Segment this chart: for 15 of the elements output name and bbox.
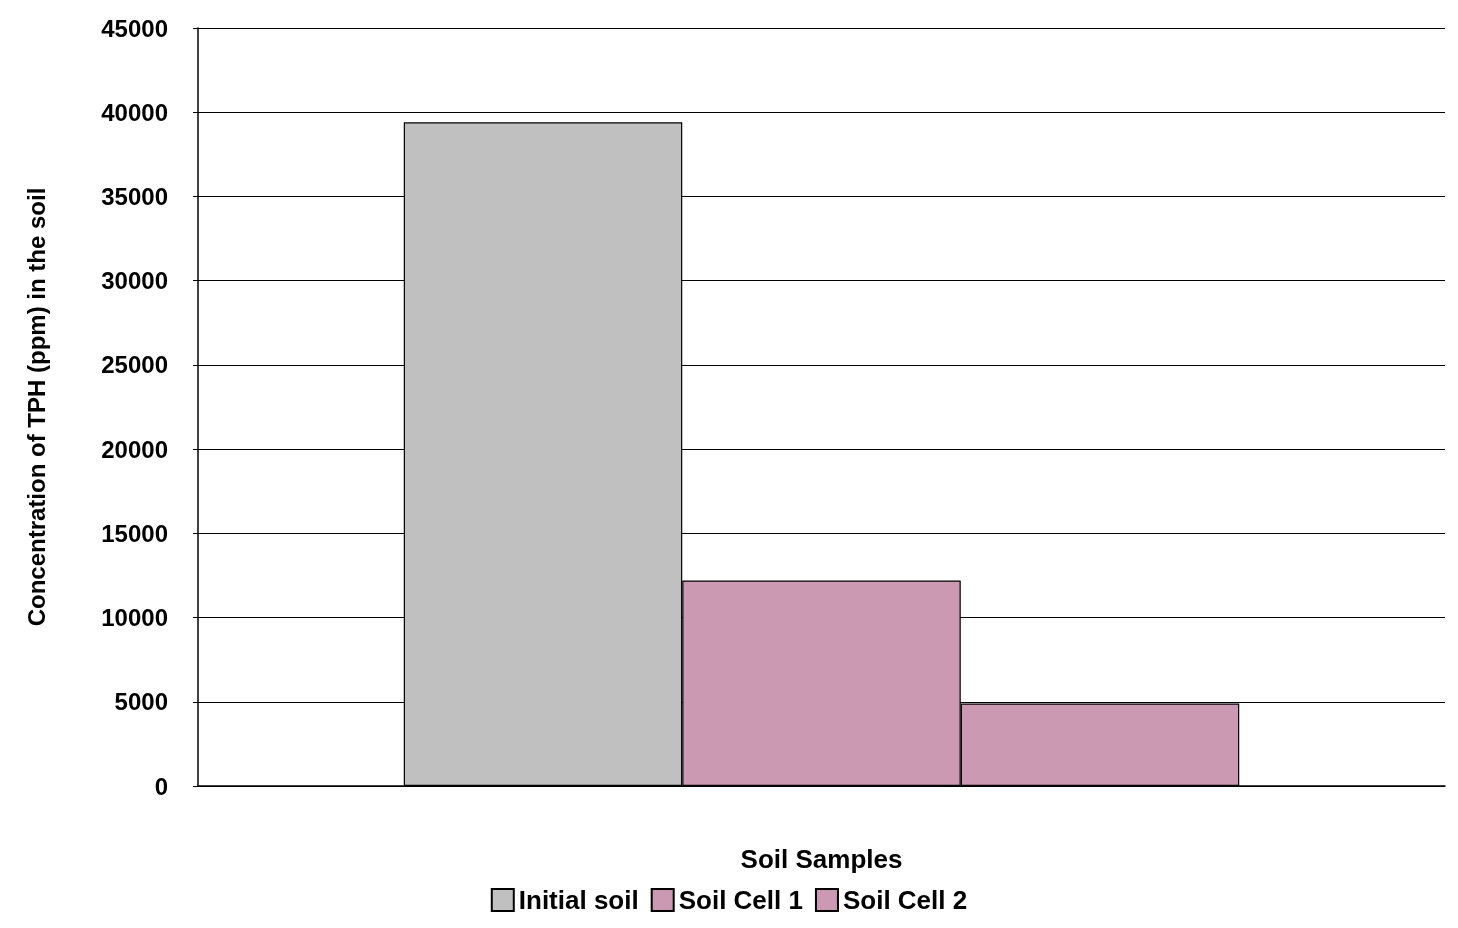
x-axis-title: Soil Samples — [740, 844, 903, 874]
y-tick-label: 15000 — [101, 519, 168, 547]
y-tick-label: 20000 — [101, 435, 168, 463]
y-tick-label: 25000 — [101, 351, 168, 379]
y-tick-label: 45000 — [101, 14, 168, 42]
legend-label: Initial soil — [518, 885, 639, 915]
y-tick-label: 40000 — [101, 98, 168, 126]
y-tick-label: 0 — [154, 772, 168, 800]
y-axis-title: Concentration of TPH (ppm) in the soil — [22, 187, 50, 627]
legend-label: Soil Cell 2 — [842, 885, 968, 915]
y-tick-label: 5000 — [114, 688, 168, 716]
y-tick-label: 10000 — [101, 604, 168, 632]
legend-label: Soil Cell 1 — [678, 885, 803, 915]
y-tick-label: 35000 — [101, 182, 168, 210]
y-tick-label: 30000 — [101, 267, 168, 295]
